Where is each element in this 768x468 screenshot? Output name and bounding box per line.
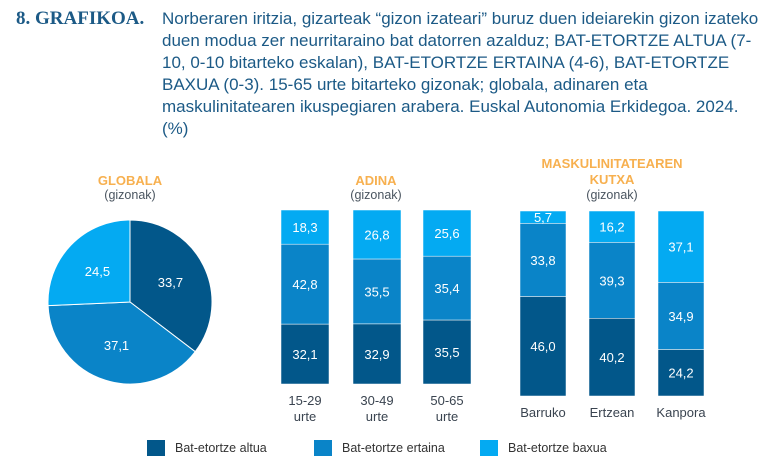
legend-swatch-ertaina — [314, 440, 332, 456]
bar-value-label: 35,4 — [434, 281, 459, 296]
legend-item-baxua: Bat-etortze baxua — [480, 440, 607, 456]
pie-subtitle: (gizonak) — [104, 188, 156, 202]
bar-segment — [657, 349, 705, 397]
bar-value-label: 26,8 — [364, 227, 389, 242]
category-label: 15-29 — [288, 393, 321, 408]
category-label: urte — [436, 409, 458, 424]
bar-segment — [352, 258, 402, 325]
bar-value-label: 32,9 — [364, 347, 389, 362]
pie-value-label: 37,1 — [104, 338, 129, 353]
bar-segment — [422, 319, 472, 385]
legend-label: Bat-etortze baxua — [508, 441, 607, 455]
category-label: Ertzean — [590, 405, 635, 420]
bar-value-label: 42,8 — [292, 277, 317, 292]
bar-segment — [422, 255, 472, 321]
category-label: 30-49 — [360, 393, 393, 408]
age-title: ADINA — [355, 173, 397, 188]
bar-value-label: 40,2 — [599, 350, 624, 365]
bar-value-label: 37,1 — [668, 240, 693, 255]
bar-segment — [280, 209, 330, 245]
masc-subtitle: (gizonak) — [586, 188, 638, 202]
bar-value-label: 5,7 — [534, 210, 552, 225]
bar-segment — [519, 210, 567, 224]
category-label: urte — [366, 409, 388, 424]
category-label: urte — [294, 409, 316, 424]
pie-slice — [47, 301, 196, 385]
bar-segment — [657, 282, 705, 350]
bar-segment — [588, 210, 636, 243]
bar-segment — [519, 296, 567, 397]
bar-value-label: 33,8 — [530, 253, 555, 268]
legend-swatch-baxua — [480, 440, 498, 456]
bar-value-label: 35,5 — [434, 345, 459, 360]
pie-slice — [47, 219, 131, 307]
bar-value-label: 24,2 — [668, 366, 693, 381]
bar-segment — [280, 323, 330, 385]
bar-segment — [588, 242, 636, 319]
bar-value-label: 16,2 — [599, 220, 624, 235]
bar-value-label: 18,3 — [292, 220, 317, 235]
bar-value-label: 35,5 — [364, 284, 389, 299]
bar-value-label: 39,3 — [599, 273, 624, 288]
bar-value-label: 25,6 — [434, 226, 459, 241]
pie-title: GLOBALA — [97, 173, 163, 188]
figure-title: Norberaren iritzia, gizarteak “gizon iza… — [162, 9, 759, 138]
figure-number: 8. GRAFIKOA. — [16, 8, 145, 29]
bar-value-label: 46,0 — [530, 339, 555, 354]
legend-item-ertaina: Bat-etortze ertaina — [314, 440, 445, 456]
category-label: Barruko — [520, 405, 566, 420]
category-label: Kanpora — [656, 405, 706, 420]
age-subtitle: (gizonak) — [350, 188, 402, 202]
bar-value-label: 34,9 — [668, 309, 693, 324]
pie-value-label: 33,7 — [158, 275, 183, 290]
legend-swatch-altua — [147, 440, 165, 456]
bar-segment — [352, 209, 402, 260]
legend-item-altua: Bat-etortze altua — [147, 440, 267, 456]
bar-value-label: 32,1 — [292, 347, 317, 362]
bar-segment — [280, 243, 330, 325]
bar-segment — [519, 223, 567, 297]
bar-segment — [588, 318, 636, 397]
pie-value-label: 24,5 — [85, 264, 110, 279]
legend-label: Bat-etortze altua — [175, 441, 267, 455]
masc-title-line1: MASKULINITATEAREN — [541, 156, 683, 171]
category-label: 50-65 — [430, 393, 463, 408]
bar-segment — [422, 209, 472, 257]
pie-slice — [129, 219, 213, 353]
bar-segment — [657, 210, 705, 283]
masc-title-line2: KUTXA — [589, 172, 635, 187]
legend-label: Bat-etortze ertaina — [342, 441, 445, 455]
